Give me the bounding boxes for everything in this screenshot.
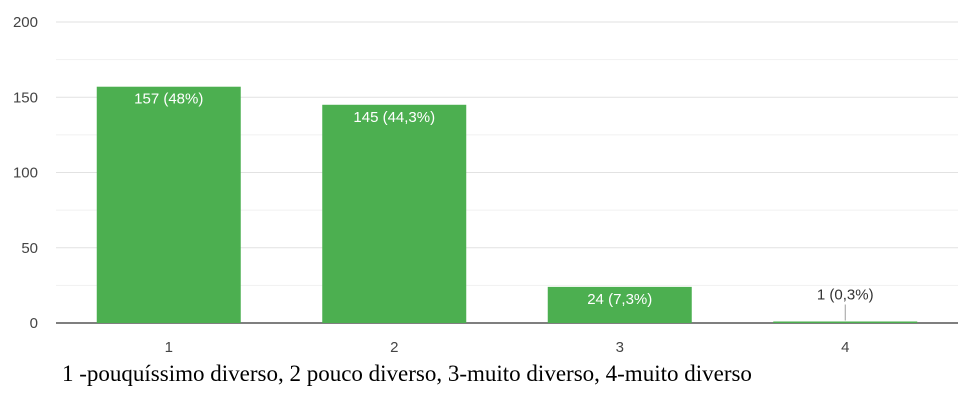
chart-svg: 0 50 100 150 200 1 2 3 4 157 (48%) 145 (44,3%) 24… bbox=[13, 14, 958, 356]
bar-2 bbox=[322, 104, 467, 324]
y-tick-label: 100 bbox=[13, 165, 38, 182]
y-tick-label: 0 bbox=[30, 315, 38, 332]
data-label: 145 (44,3%) bbox=[353, 109, 435, 126]
chart-caption: 1 -pouquíssimo diverso, 2 pouco diverso,… bbox=[62, 361, 752, 386]
data-label: 1 (0,3%) bbox=[817, 286, 874, 303]
data-labels: 157 (48%) 145 (44,3%) 24 (7,3%) 1 (0,3%) bbox=[134, 91, 874, 321]
x-tick-label: 4 bbox=[841, 339, 849, 356]
x-tick-label: 1 bbox=[165, 339, 173, 356]
y-tick-label: 150 bbox=[13, 89, 38, 106]
bar-3 bbox=[547, 286, 692, 323]
bar-1 bbox=[96, 86, 241, 323]
y-tick-label: 200 bbox=[13, 14, 38, 31]
y-tick-label: 50 bbox=[21, 240, 38, 257]
x-tick-label: 3 bbox=[616, 339, 624, 356]
data-label: 24 (7,3%) bbox=[587, 291, 652, 308]
x-axis-ticks: 1 2 3 4 bbox=[165, 339, 850, 356]
data-label: 157 (48%) bbox=[134, 91, 203, 108]
y-axis-ticks: 0 50 100 150 200 bbox=[13, 14, 38, 332]
bar-4 bbox=[773, 321, 918, 323]
bars bbox=[96, 86, 918, 324]
x-tick-label: 2 bbox=[390, 339, 398, 356]
bar-chart: 0 50 100 150 200 1 2 3 4 157 (48%) 145 (44,3%) 24… bbox=[13, 14, 958, 356]
